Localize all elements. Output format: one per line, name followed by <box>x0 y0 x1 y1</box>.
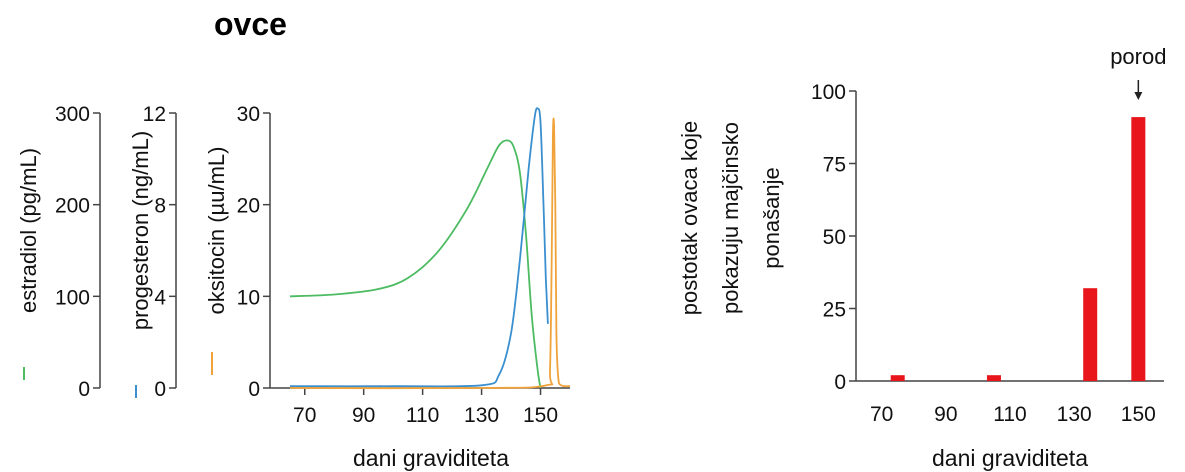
y-tick-label: 100 <box>55 286 90 309</box>
y-axis-label-progesterone: progesteron (ng/mL) <box>128 131 153 330</box>
x-tick-label: 130 <box>464 404 499 427</box>
y-tick-label: 0 <box>78 378 90 401</box>
bar-y-axis-label-line: ponašanje <box>759 167 784 269</box>
bar-x-tick-label: 70 <box>870 403 893 426</box>
y-tick-label: 4 <box>154 286 166 309</box>
x-tick-label: 110 <box>406 404 439 427</box>
series-line-progesterone <box>289 107 549 388</box>
annotation-arrow-head <box>1134 92 1143 100</box>
bar-x-tick-label: 110 <box>993 403 1026 426</box>
bar-x-tick-label: 130 <box>1057 403 1092 426</box>
bar <box>986 375 1001 381</box>
y-tick-label: 0 <box>248 378 260 401</box>
bar-x-tick-label: 150 <box>1121 403 1156 426</box>
bar-y-tick-label: 50 <box>823 226 846 249</box>
bar-y-tick-label: 25 <box>823 299 846 322</box>
x-tick-label: 70 <box>293 404 316 427</box>
y-tick-label: 300 <box>55 103 90 126</box>
x-tick-label: 90 <box>352 404 375 427</box>
bar <box>1083 288 1098 381</box>
bar-y-tick-label: 100 <box>811 81 846 104</box>
page-title: ovce <box>214 6 287 42</box>
x-tick-label: 150 <box>523 404 558 427</box>
y-tick-label: 20 <box>237 195 260 218</box>
annotation-label: porod <box>1110 44 1166 69</box>
y-tick-label: 30 <box>237 103 260 126</box>
bar <box>890 375 905 381</box>
y-axis-label-estradiol: estradiol (pg/mL) <box>16 148 41 313</box>
series-line-oxytocin <box>289 117 571 390</box>
y-tick-label: 8 <box>154 195 166 218</box>
y-tick-label: 0 <box>154 378 166 401</box>
bar <box>1131 117 1146 381</box>
bar-y-axis-label-line: pokazuju majčinsko <box>718 122 743 314</box>
x-axis-label: dani graviditeta <box>353 445 509 471</box>
bar-y-tick-label: 0 <box>834 371 846 394</box>
y-tick-label: 200 <box>55 195 90 218</box>
bar-y-axis-label-line: postotak ovaca koje <box>677 121 702 315</box>
bar-y-tick-label: 75 <box>823 154 846 177</box>
y-tick-label: 10 <box>237 286 260 309</box>
y-tick-label: 12 <box>143 103 166 126</box>
bar-x-axis-label: dani graviditeta <box>932 445 1088 471</box>
y-axis-label-oxytocin: oksitocin (µu/mL) <box>204 147 229 315</box>
bar-x-tick-label: 90 <box>934 403 957 426</box>
series-line-estradiol <box>289 139 542 389</box>
